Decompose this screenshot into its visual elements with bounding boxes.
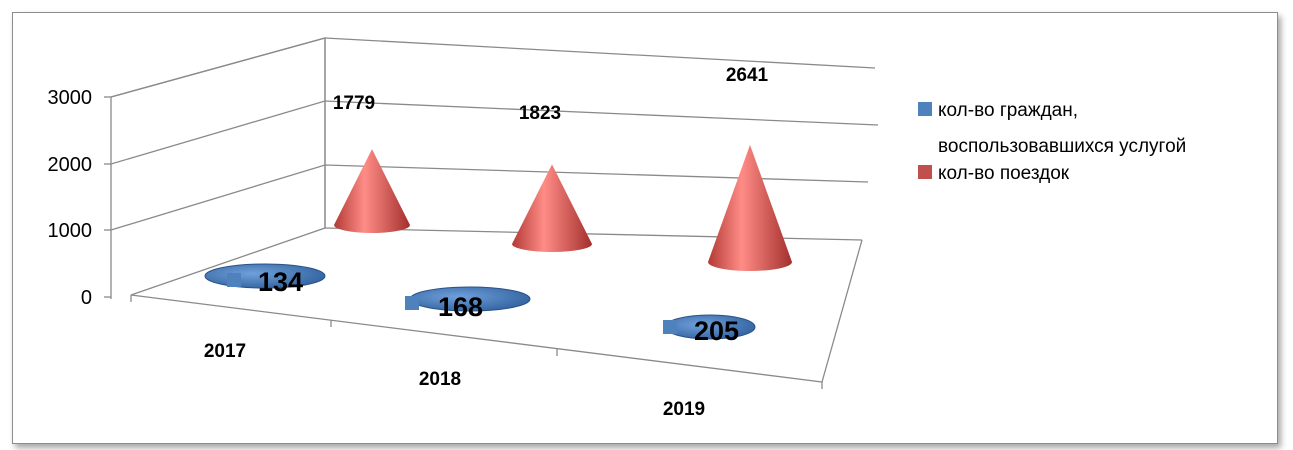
x-tick-label: 2018 [419,369,461,390]
gridline-1000 [110,164,869,231]
legend-label-grazhdane-line2: воспользовавшихся услугой [938,136,1186,157]
y-axis: 3000 2000 1000 0 [48,87,112,309]
legend-swatch-poezdki [918,165,932,179]
red-data-labels: 1779 1823 2641 [333,65,769,124]
data-label: 1779 [333,93,375,114]
y-tick-label: 2000 [48,154,93,176]
left-wall [110,37,326,296]
chart-frame [12,12,1278,444]
data-label-marker [227,273,241,287]
back-wall-top [324,37,876,69]
y-tick-label: 3000 [48,87,93,109]
x-axis: 2017 2018 2019 [130,295,823,420]
data-label: 2641 [726,65,769,86]
gridline-2000 [110,100,879,165]
y-tick-label: 1000 [48,220,93,242]
x-tick-label: 2019 [663,399,705,420]
data-label: 134 [258,267,303,297]
legend: кол-во граждан, воспользовавшихся услуго… [918,100,1186,184]
data-label: 1823 [519,103,561,124]
gridlines [110,37,879,231]
x-tick-label: 2017 [204,341,246,362]
legend-label-poezdki: кол-во поездок [938,163,1070,184]
series-poezdki [334,144,792,271]
legend-swatch-grazhdane [918,102,932,116]
legend-label-grazhdane-line1: кол-во граждан, [938,100,1078,121]
y-tick-label: 0 [81,287,92,309]
data-label: 205 [694,316,739,346]
data-label-marker [663,320,677,334]
cone-bar [708,144,792,271]
data-label-marker [405,296,419,310]
data-label: 168 [438,292,483,322]
cone-bar [512,164,592,252]
cone-bar [334,149,410,233]
gridline-3000 [110,37,326,98]
blue-data-labels: 134 168 205 [227,267,739,346]
